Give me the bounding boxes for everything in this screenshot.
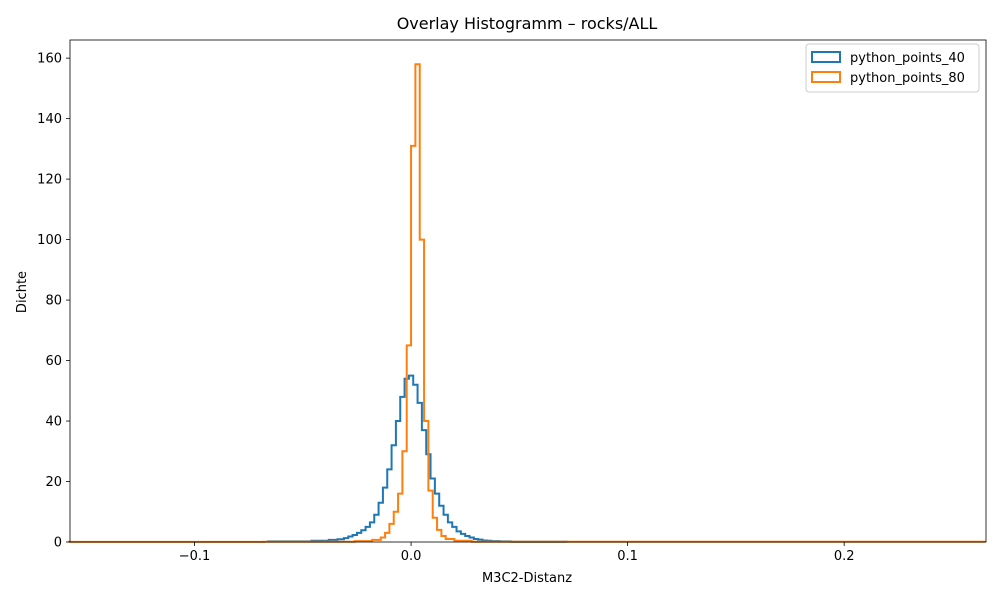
x-tick-label: −0.1 xyxy=(179,549,211,564)
y-tick-label: 40 xyxy=(45,415,62,430)
x-axis: −0.1 0.0 0.1 0.2 xyxy=(179,542,855,564)
legend: python_points_40 python_points_80 xyxy=(805,43,980,93)
y-tick-label: 160 xyxy=(37,52,62,67)
series-layer xyxy=(67,63,986,543)
x-tick-label: 0.0 xyxy=(401,549,422,564)
legend-box xyxy=(805,43,980,93)
legend-label-python_points_40: python_points_40 xyxy=(850,51,965,66)
y-tick-label: 140 xyxy=(37,112,62,127)
y-axis: 0 20 40 60 80 100 120 140 160 xyxy=(37,52,70,551)
axes-frame xyxy=(69,39,987,543)
legend-label-python_points_80: python_points_80 xyxy=(850,71,965,86)
legend-swatch-python_points_40 xyxy=(811,51,841,63)
x-tick-label: 0.1 xyxy=(617,549,638,564)
y-tick-label: 120 xyxy=(37,173,62,188)
series-python_points_80-step xyxy=(67,63,986,543)
series-python_points_40-step xyxy=(267,374,568,543)
legend-swatch-python_points_80 xyxy=(811,71,841,83)
x-axis-label: M3C2-Distanz xyxy=(482,571,572,586)
chart-title: Overlay Histogramm – rocks/ALL xyxy=(397,14,658,33)
x-tick-label: 0.2 xyxy=(834,549,855,564)
y-tick-label: 60 xyxy=(45,354,62,369)
y-axis-label: Dichte xyxy=(15,271,30,313)
y-tick-label: 80 xyxy=(45,294,62,309)
y-tick-label: 20 xyxy=(45,475,62,490)
y-tick-label: 0 xyxy=(54,536,62,551)
y-tick-label: 100 xyxy=(37,233,62,248)
